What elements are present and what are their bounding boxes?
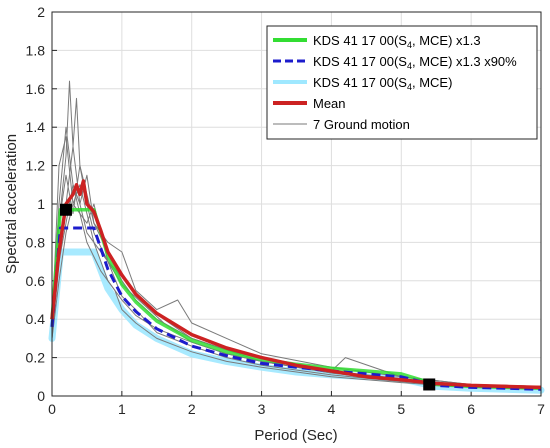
legend-text: KDS 41 17 00(S [313, 33, 407, 48]
y-tick-label: 0.2 [26, 350, 46, 366]
legend-label-5: 7 Ground motion [313, 117, 410, 132]
y-tick-label: 0.6 [26, 273, 46, 289]
y-tick-label: 1.4 [26, 119, 46, 135]
y-tick-label: 1.8 [26, 42, 46, 58]
legend-subscript: 4 [407, 40, 412, 50]
x-tick-label: 1 [118, 401, 126, 417]
x-tick-label: 4 [328, 401, 336, 417]
ground-motion-line-5 [51, 126, 542, 390]
square-marker-1 [59, 203, 72, 216]
y-tick-label: 0.4 [26, 311, 46, 327]
legend-text: KDS 41 17 00(S [313, 54, 407, 69]
legend-text: KDS 41 17 00(S [313, 75, 407, 90]
x-tick-label: 0 [48, 401, 56, 417]
y-tick-label: 0.8 [26, 234, 46, 250]
square-marker-2 [423, 378, 436, 391]
x-tick-label: 6 [467, 401, 475, 417]
x-axis-label: Period (Sec) [254, 427, 337, 444]
series-line-kds-mce-x1.3-x90 [50, 226, 542, 391]
y-tick-label: 0 [37, 388, 45, 404]
legend-box [266, 25, 538, 140]
y-axis-label: Spectral acceleration [3, 134, 20, 274]
y-tick-label: 2 [37, 4, 45, 20]
legend-text: , MCE) [412, 75, 452, 90]
y-tick-label: 1.6 [26, 81, 46, 97]
series-line-mean [50, 179, 542, 390]
plot-frame [51, 11, 542, 397]
y-tick-label: 1 [37, 196, 45, 212]
marker-layer [59, 203, 436, 391]
legend-label-1: KDS 41 17 00(S4, MCE) x1.3 [313, 33, 481, 50]
x-tick-label: 7 [537, 401, 545, 417]
legend-label-3: KDS 41 17 00(S4, MCE) [313, 75, 452, 92]
x-tick-label: 2 [188, 401, 196, 417]
y-tick-label: 1.2 [26, 158, 46, 174]
legend-label-4: Mean [313, 96, 346, 111]
legend-subscript: 4 [407, 61, 412, 71]
legend-label-2: KDS 41 17 00(S4, MCE) x1.3 x90% [313, 54, 517, 71]
legend-text: , MCE) x1.3 [412, 33, 481, 48]
legend-text: Mean [313, 96, 346, 111]
x-tick-label: 3 [258, 401, 266, 417]
legend-text: 7 Ground motion [313, 117, 410, 132]
x-tick-label: 5 [397, 401, 405, 417]
legend-text: , MCE) x1.3 x90% [412, 54, 517, 69]
legend-subscript: 4 [407, 82, 412, 92]
